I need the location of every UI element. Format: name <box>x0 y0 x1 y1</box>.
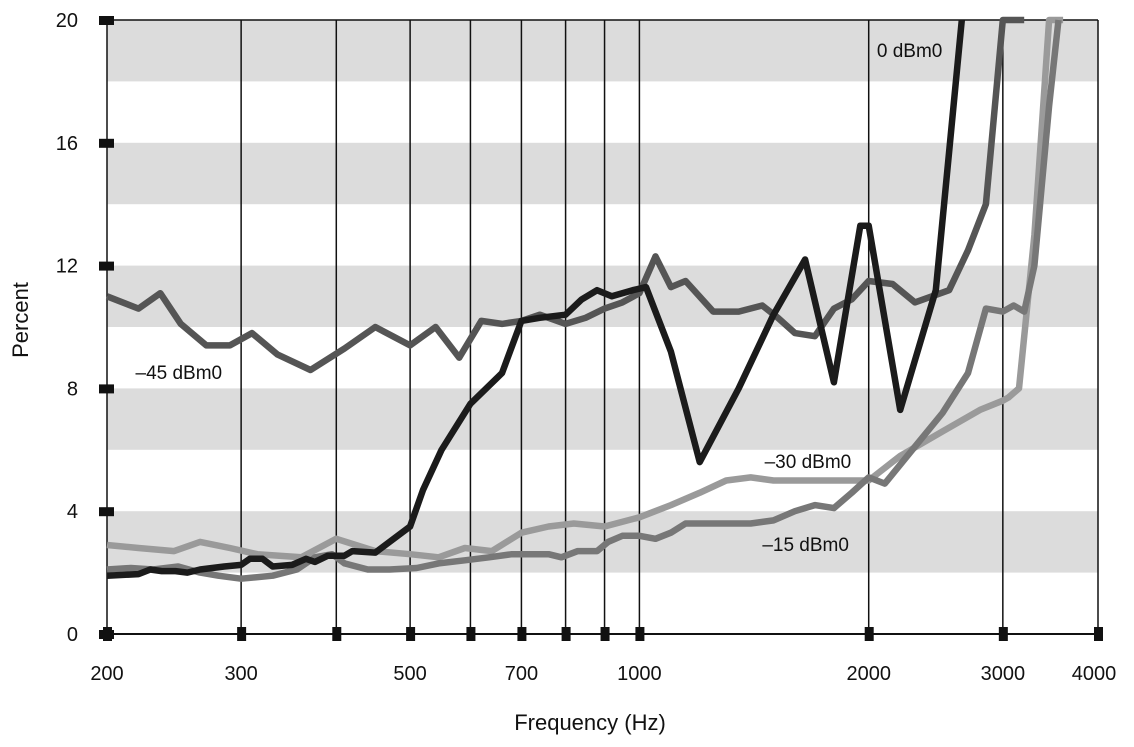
x-tick-label: 2000 <box>846 663 891 685</box>
y-tick-label: 4 <box>67 501 78 523</box>
x-tick-marker <box>561 627 571 641</box>
x-tick-label: 700 <box>505 663 538 685</box>
series-label: –15 dBm0 <box>762 535 849 556</box>
tick-markers <box>99 16 1103 641</box>
x-tick-marker <box>406 627 416 641</box>
y-tick-marker <box>99 138 114 148</box>
x-tick-marker <box>998 627 1008 641</box>
series-lines <box>105 16 1064 582</box>
vertical-gridlines <box>240 20 1099 634</box>
x-tick-label: 500 <box>393 663 426 685</box>
y-axis-title: Percent <box>8 282 33 358</box>
y-tick-marker <box>99 384 114 394</box>
x-tick-marker <box>517 627 527 641</box>
x-axis-title: Frequency (Hz) <box>514 710 666 735</box>
series-label: –30 dBm0 <box>765 452 852 473</box>
y-tick-label: 12 <box>56 256 78 278</box>
series-line <box>106 16 1064 561</box>
y-tick-marker <box>99 261 114 271</box>
x-tick-marker <box>332 627 342 641</box>
gray-band <box>107 20 1098 82</box>
y-tick-marker <box>99 630 114 639</box>
tick-labels: 200 300 500 700 1000 2000 3000 4000 0 4 8 12 16 20 <box>56 10 1117 685</box>
x-tick-marker <box>237 627 247 641</box>
series-labels: 0 dBm0 –45 dBm0 –30 dBm0 –15 dBm0 <box>136 41 943 556</box>
gray-band <box>107 265 1098 327</box>
x-tick-marker <box>635 627 645 641</box>
x-tick-label: 4000 <box>1072 663 1117 685</box>
y-tick-marker <box>99 16 114 25</box>
series-line <box>105 16 1025 374</box>
series-line <box>106 19 966 579</box>
series-label: –45 dBm0 <box>136 363 223 384</box>
y-tick-label: 20 <box>56 10 78 32</box>
gray-band <box>107 142 1098 205</box>
y-tick-label: 8 <box>67 378 78 400</box>
x-tick-label: 1000 <box>617 663 662 685</box>
x-tick-label: 200 <box>90 663 123 685</box>
y-tick-label: 16 <box>56 133 78 155</box>
series-label: 0 dBm0 <box>877 41 942 62</box>
y-tick-marker <box>99 507 114 517</box>
x-tick-marker <box>600 627 610 641</box>
gray-band <box>107 511 1098 573</box>
y-tick-label: 0 <box>67 624 78 646</box>
x-tick-label: 300 <box>224 663 257 685</box>
x-tick-label: 3000 <box>981 663 1026 685</box>
horizontal-bands <box>107 20 1098 573</box>
x-tick-marker <box>466 627 476 641</box>
series-line <box>106 19 1062 582</box>
x-tick-marker <box>864 627 874 641</box>
x-tick-marker <box>1094 627 1103 641</box>
